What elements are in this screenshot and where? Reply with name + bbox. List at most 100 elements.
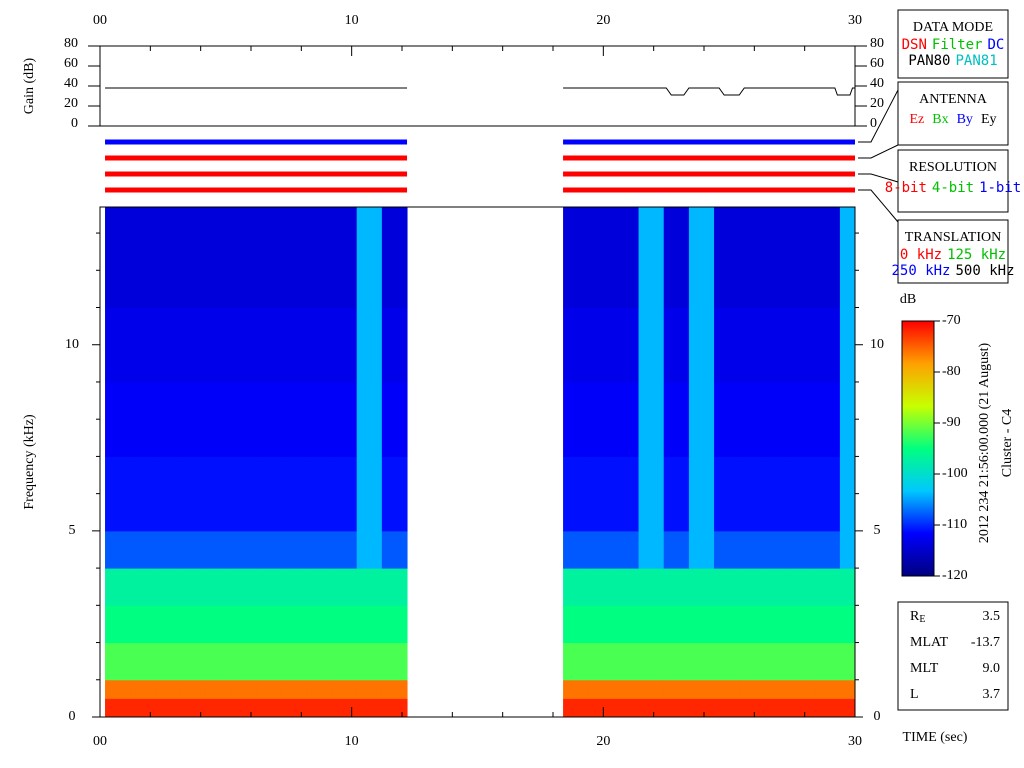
heatmap-cell	[281, 605, 307, 644]
panel-row: 250 kHz 500 kHz	[891, 263, 1014, 279]
heatmap-cell	[663, 605, 690, 644]
heatmap-cell	[230, 679, 257, 699]
heatmap-cell	[256, 642, 282, 681]
panel-item: 500 kHz	[956, 263, 1015, 279]
heatmap-cell	[714, 207, 740, 309]
heatmap-cell	[155, 605, 182, 644]
heatmap-cell	[205, 456, 232, 532]
heatmap-cell	[714, 605, 740, 644]
heatmap-cell	[739, 530, 765, 569]
heatmap-cell	[180, 381, 207, 457]
heatmap-cell	[130, 207, 156, 309]
heatmap-cell	[105, 307, 131, 383]
heatmap-cell	[814, 568, 841, 606]
heatmap-cell	[230, 381, 257, 457]
heatmap-cell	[230, 605, 257, 644]
heatmap-cell	[563, 698, 589, 718]
gain-tick-label: 20	[64, 96, 78, 111]
heatmap-cell	[205, 381, 232, 457]
panel-title: DATA MODE	[913, 20, 993, 35]
heatmap-cell	[638, 530, 665, 569]
x-tick-label: 00	[93, 734, 107, 749]
heatmap-cell	[230, 642, 257, 681]
x-tick-label: 20	[596, 13, 610, 28]
panel	[897, 9, 1009, 79]
heatmap-cell	[613, 605, 640, 644]
heatmap-cell	[306, 642, 333, 681]
heatmap-cell	[331, 381, 358, 457]
panel-item: 8-bit	[885, 180, 927, 196]
colorbar-tick-label: -110	[942, 517, 967, 532]
heatmap-cell	[688, 530, 715, 569]
heatmap-cell	[306, 207, 333, 309]
gain-tick-label: 60	[64, 56, 78, 71]
heatmap-cell	[306, 456, 333, 532]
heatmap-cell	[663, 679, 690, 699]
gain-tick-label: 60	[870, 56, 884, 71]
heatmap-cell	[739, 568, 765, 606]
heatmap-cell	[155, 568, 182, 606]
heatmap-cell	[180, 679, 207, 699]
info-label: MLAT	[910, 635, 949, 650]
heatmap-cell	[180, 530, 207, 569]
heatmap-cell	[764, 207, 791, 309]
heatmap-cell	[155, 207, 182, 309]
heatmap-cell	[105, 568, 131, 606]
heatmap-cell	[256, 679, 282, 699]
heatmap-cell	[789, 698, 816, 718]
heatmap-cell	[814, 605, 841, 644]
heatmap-cell	[281, 679, 307, 699]
heatmap-cell	[714, 568, 740, 606]
heatmap-cell	[306, 605, 333, 644]
heatmap-cell	[789, 605, 816, 644]
heatmap-cell	[814, 679, 841, 699]
heatmap-cell	[638, 381, 665, 457]
heatmap-cell	[638, 642, 665, 681]
heatmap-cell	[789, 307, 816, 383]
gain-tick-label: 80	[870, 36, 884, 51]
heatmap-cell	[381, 698, 408, 718]
heatmap-cell	[130, 307, 156, 383]
heatmap-cell	[613, 698, 640, 718]
heatmap-cell	[814, 642, 841, 681]
heatmap-cell	[381, 307, 408, 383]
heatmap-cell	[588, 381, 614, 457]
heatmap-cell	[356, 568, 383, 606]
heatmap-cell	[256, 605, 282, 644]
panel-row: DSN Filter DC	[902, 37, 1005, 53]
colorbar-label: dB	[900, 292, 916, 307]
heatmap-cell	[155, 307, 182, 383]
heatmap-cell	[613, 679, 640, 699]
heatmap-cell	[230, 698, 257, 718]
y-tick-label: 5	[69, 523, 76, 538]
heatmap-cell	[739, 307, 765, 383]
heatmap-cell	[814, 456, 841, 532]
heatmap-cell	[356, 605, 383, 644]
panel-item: PAN81	[956, 53, 998, 69]
heatmap-cell	[130, 605, 156, 644]
heatmap-cell	[739, 605, 765, 644]
heatmap-cell	[789, 207, 816, 309]
heatmap-cell	[739, 642, 765, 681]
heatmap-cell	[688, 381, 715, 457]
heatmap-cell	[714, 698, 740, 718]
heatmap-cell	[764, 456, 791, 532]
heatmap-cell	[663, 207, 690, 309]
heatmap-cell	[663, 642, 690, 681]
y-tick-label: 0	[874, 709, 881, 724]
panel	[897, 149, 1009, 213]
heatmap-cell	[105, 207, 131, 309]
heatmap-cell	[638, 307, 665, 383]
x-axis-label: TIME (sec)	[903, 730, 968, 745]
x-tick-label: 30	[848, 13, 862, 28]
heatmap-cell	[256, 307, 282, 383]
x-tick-label: 10	[345, 13, 359, 28]
heatmap-cell	[714, 381, 740, 457]
heatmap-cell	[205, 679, 232, 699]
heatmap-cell	[306, 698, 333, 718]
heatmap-cell	[638, 605, 665, 644]
heatmap-cell	[764, 307, 791, 383]
heatmap-cell	[281, 530, 307, 569]
heatmap-cell	[356, 679, 383, 699]
